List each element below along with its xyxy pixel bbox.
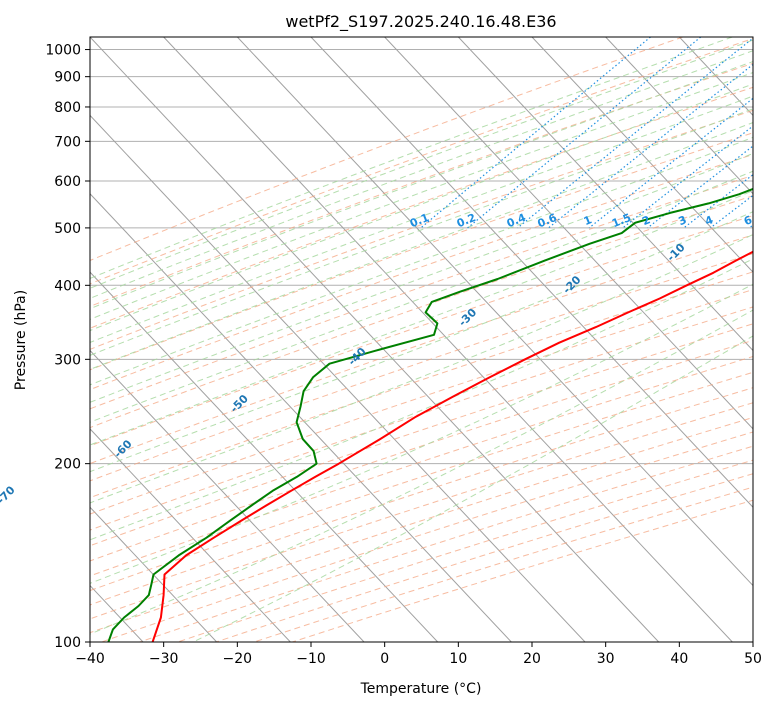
dry-adiabat bbox=[90, 132, 753, 371]
y-tick-label: 400 bbox=[54, 278, 81, 294]
x-tick-label: −40 bbox=[75, 651, 105, 667]
y-tick-label: 900 bbox=[54, 70, 81, 86]
isotherm-line bbox=[90, 37, 660, 642]
mixing-ratio-label: 2 bbox=[640, 213, 652, 228]
mixing-ratio-line bbox=[420, 37, 651, 229]
axes: −40 −30 −20 −10 0 10 20 30 40 50 1000 900 800 700 600 5… bbox=[45, 43, 762, 667]
x-axis-title: Temperature (°C) bbox=[360, 681, 482, 697]
mixing-ratio-line bbox=[622, 125, 753, 229]
mixing-ratio-line bbox=[548, 63, 753, 229]
mixing-ratio-line bbox=[517, 37, 753, 229]
y-tick-label: 1000 bbox=[45, 43, 81, 59]
data-lines bbox=[107, 187, 753, 642]
dry-adiabat bbox=[90, 215, 753, 447]
isotherm-line bbox=[384, 37, 753, 430]
dry-adiabat bbox=[90, 153, 753, 391]
dry-adiabat bbox=[90, 306, 753, 531]
x-tick-label: 50 bbox=[744, 651, 762, 667]
x-tick-label: 20 bbox=[523, 651, 541, 667]
isotherm-line bbox=[457, 37, 753, 352]
moist-adiabat bbox=[90, 152, 753, 403]
dry-adiabat bbox=[90, 62, 753, 307]
isotherm-line bbox=[236, 37, 753, 587]
moist-adiabat bbox=[90, 190, 753, 446]
background-lines bbox=[90, 37, 753, 642]
line-labels: 0.10.20.40.611.52346-100-90-80-70-60-50-… bbox=[0, 211, 775, 507]
dewpoint-profile-line bbox=[107, 187, 753, 642]
dry-adiabat bbox=[90, 371, 753, 592]
dry-adiabat bbox=[90, 86, 753, 329]
y-tick-label: 800 bbox=[54, 100, 81, 116]
moist-adiabat bbox=[192, 335, 753, 642]
dry-adiabat bbox=[90, 355, 753, 577]
moist-adiabat bbox=[90, 108, 753, 356]
dry-adiabat bbox=[90, 234, 753, 465]
moist-adiabat bbox=[90, 170, 753, 423]
chart-title: wetPf2_S197.2025.240.16.48.E36 bbox=[285, 12, 556, 32]
x-tick-label: 40 bbox=[670, 651, 688, 667]
dry-adiabat bbox=[90, 109, 753, 350]
isotherm-label: 0 bbox=[774, 212, 775, 227]
isotherm-line bbox=[90, 193, 512, 642]
y-tick-label: 600 bbox=[54, 174, 81, 190]
moist-adiabat bbox=[90, 60, 753, 310]
moist-adiabat bbox=[90, 122, 753, 370]
isotherm-line bbox=[90, 271, 439, 642]
x-tick-label: 10 bbox=[449, 651, 467, 667]
x-tick-label: 0 bbox=[380, 651, 389, 667]
mixing-ratio-label: 1 bbox=[582, 213, 594, 228]
isotherm-line bbox=[90, 506, 218, 642]
dry-adiabat bbox=[90, 174, 753, 410]
temperature-profile-line bbox=[151, 250, 753, 642]
x-tick-label: −10 bbox=[296, 651, 326, 667]
dry-adiabat bbox=[90, 271, 753, 499]
y-tick-label: 200 bbox=[54, 457, 81, 473]
y-tick-label: 500 bbox=[54, 221, 81, 237]
dry-adiabat bbox=[90, 323, 753, 547]
plot-frame bbox=[89, 36, 754, 643]
x-tick-label: −30 bbox=[149, 651, 179, 667]
moist-adiabat bbox=[90, 211, 753, 473]
y-tick-label: 700 bbox=[54, 134, 81, 150]
isotherm-line bbox=[163, 37, 733, 642]
y-tick-label: 100 bbox=[54, 635, 81, 651]
x-tick-label: −20 bbox=[223, 651, 253, 667]
moist-adiabat bbox=[90, 37, 733, 279]
y-axis-title: Pressure (hPa) bbox=[13, 290, 29, 390]
mixing-ratio-line bbox=[467, 37, 702, 229]
x-tick-label: 30 bbox=[597, 651, 615, 667]
mixing-ratio-label: 3 bbox=[676, 213, 688, 228]
moist-adiabat bbox=[90, 95, 753, 344]
isotherm-line bbox=[531, 37, 753, 273]
isotherm-line bbox=[605, 37, 753, 195]
isotherm-line bbox=[90, 349, 365, 642]
y-tick-label: 300 bbox=[54, 352, 81, 368]
isotherm-line bbox=[90, 114, 586, 642]
isotherm-line bbox=[90, 428, 291, 642]
